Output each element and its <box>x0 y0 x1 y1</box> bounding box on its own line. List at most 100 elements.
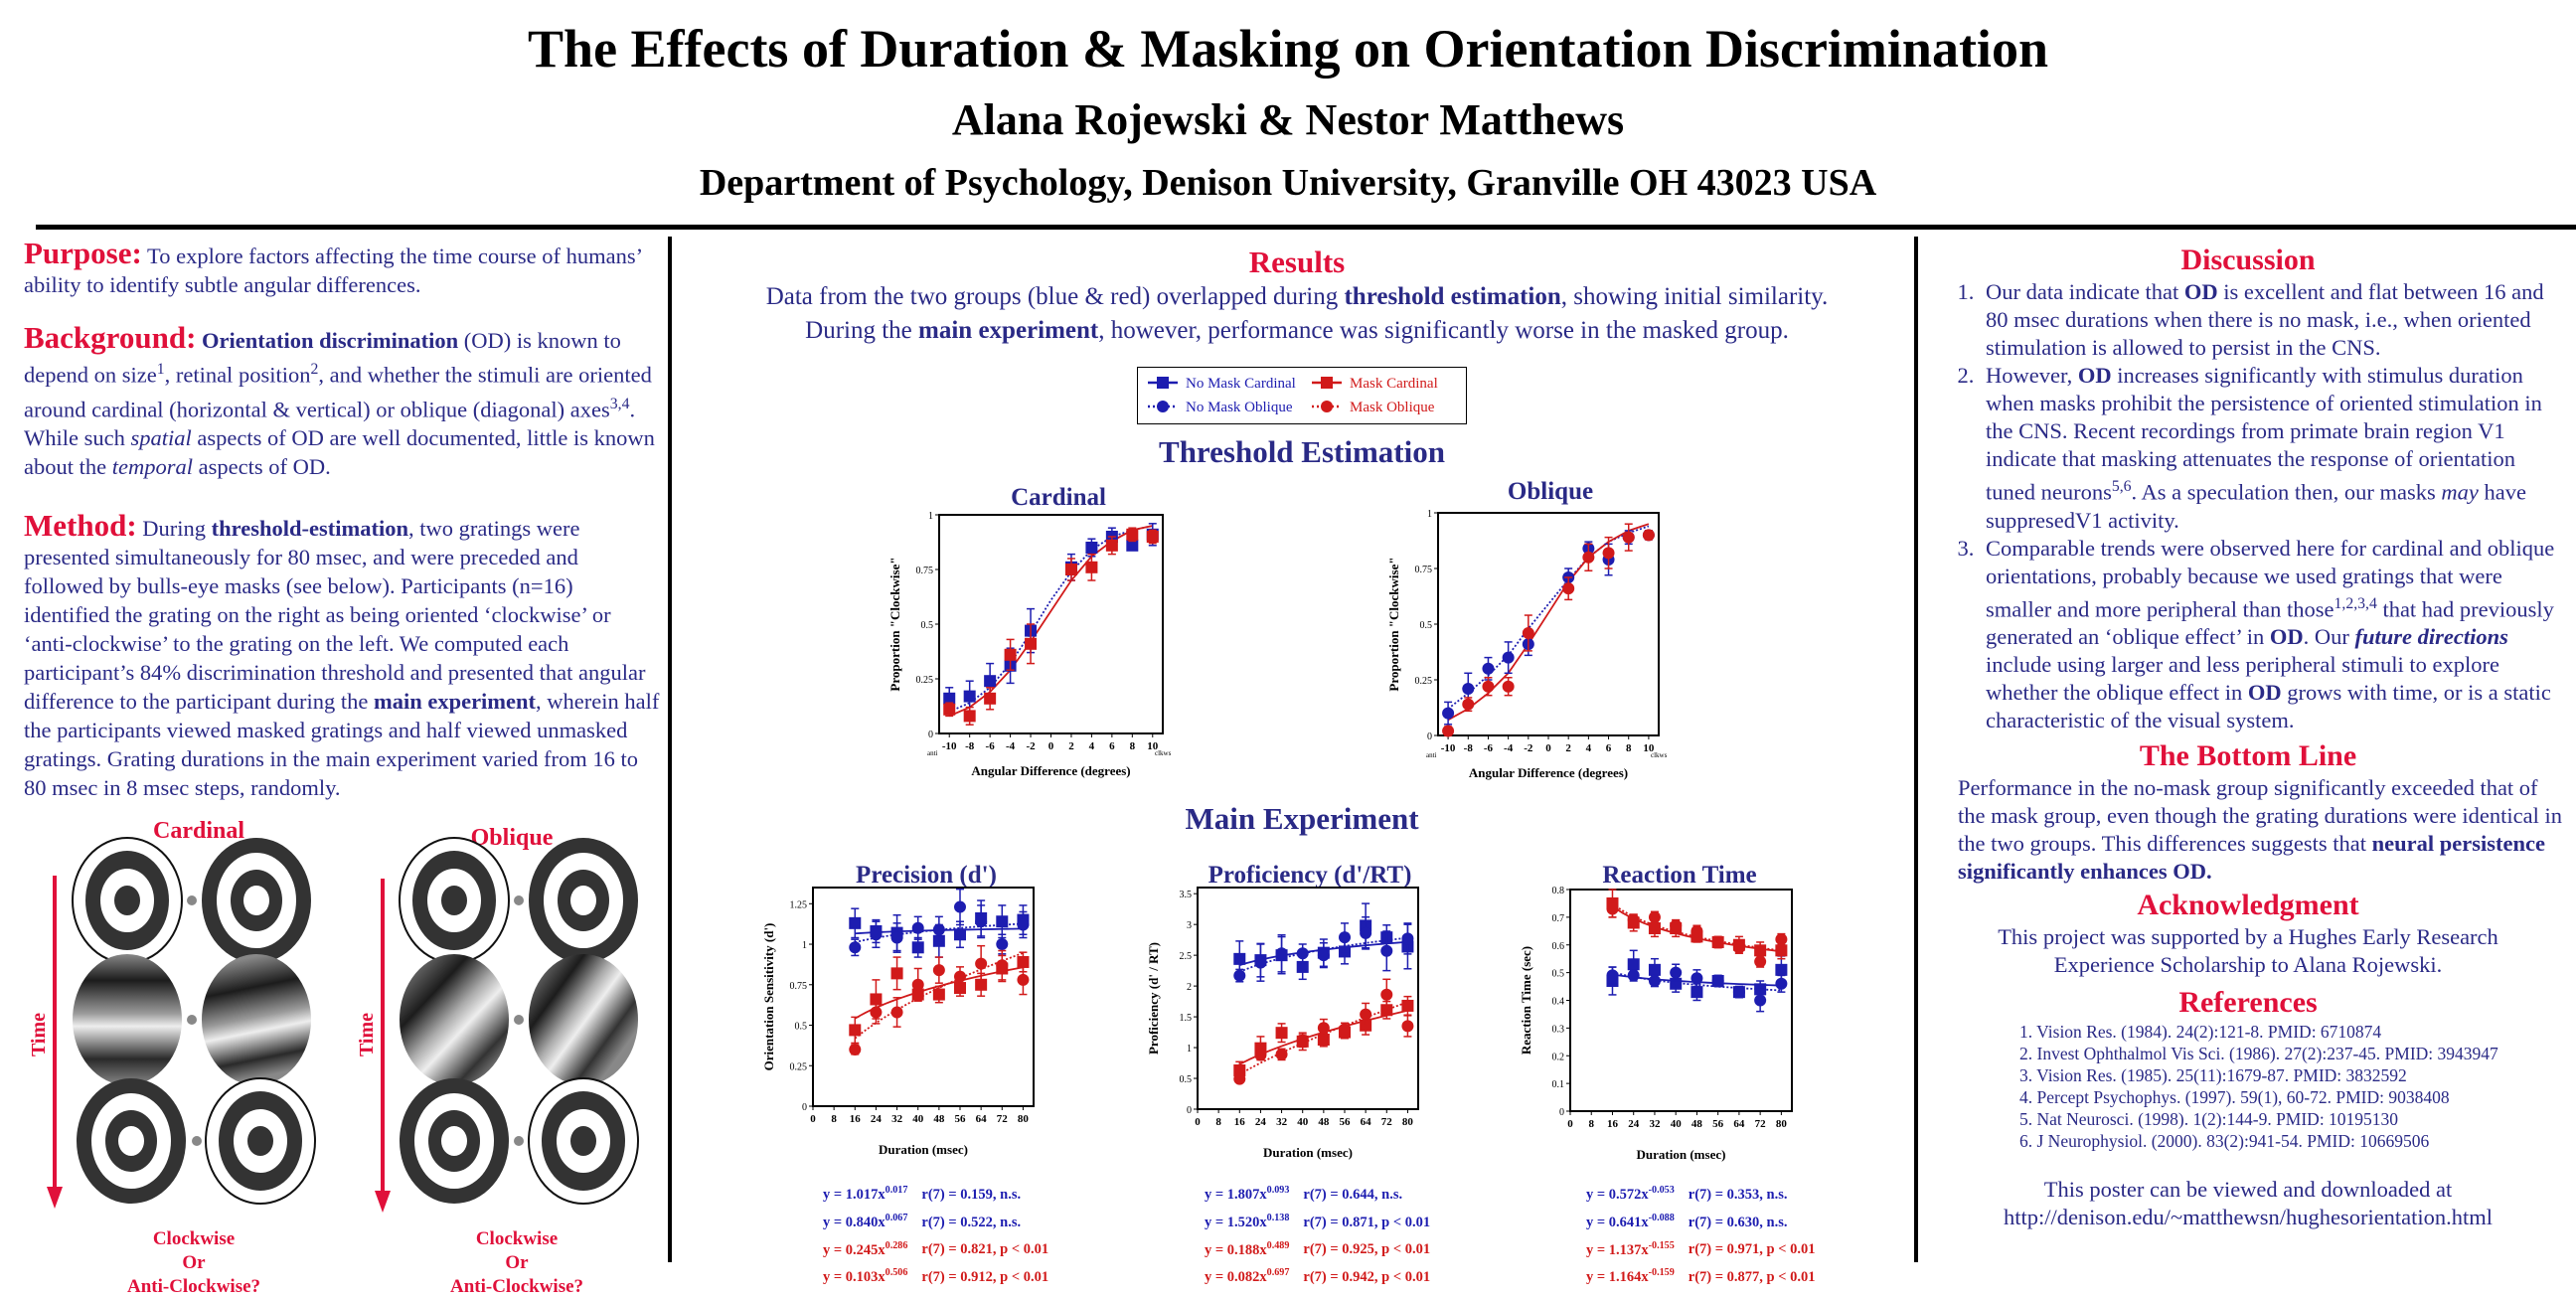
discussion-text: is excellent and flat between 16 and 80 … <box>1986 279 2544 360</box>
data-point-circle <box>1582 551 1595 564</box>
equations-proficiency: y = 1.807x0.093 r(7) = 0.644, n.s. y = 1.5… <box>1205 1179 1430 1289</box>
discussion-text: . As a speculation then, our masks <box>2131 479 2442 505</box>
data-point-square <box>1064 561 1077 573</box>
legend-circle-marker <box>1321 401 1333 412</box>
x-end-label: clkws <box>1651 751 1668 759</box>
chart-oblique: Oblique 0 0.25 0.5 0.75 1 -10 -8 -6 -4 -2 0 2 4 6 8 10 an… <box>1386 478 1668 780</box>
data-point-circle <box>1401 1020 1414 1033</box>
x-tick-label: -6 <box>1484 742 1494 754</box>
chart-title: Cardinal <box>1011 484 1106 511</box>
fit-curve <box>855 927 1024 935</box>
y-tick-label: 0.2 <box>1552 1052 1565 1062</box>
data-point-square <box>1025 624 1038 637</box>
data-point-square <box>1254 954 1267 967</box>
question-line: Clockwise <box>152 1228 236 1249</box>
fit-curve <box>854 952 1024 1040</box>
equation-exponent: -0.155 <box>1648 1239 1675 1251</box>
y-tick-label: 0.7 <box>1552 913 1565 924</box>
equation-exponent: 0.093 <box>1266 1185 1290 1196</box>
data-point-square <box>1648 963 1661 976</box>
legend-label: Mask Cardinal <box>1350 376 1438 392</box>
fit-equation: y = 0.188x0.489 r(7) = 0.925, p < 0.01 <box>1205 1234 1430 1262</box>
gabor-grating <box>529 954 638 1085</box>
equation-base: y = 0.103x <box>823 1269 886 1286</box>
data-point-square <box>954 982 966 995</box>
download-link[interactable]: http://denison.edu/~matthewsn/hughesorie… <box>2003 1205 2494 1229</box>
legend-graphic: No Mask Cardinal Mask Cardinal No Mask Obl… <box>1148 376 1438 415</box>
discussion-item: However, OD increases significantly with… <box>1980 362 2564 535</box>
citation-sup: 2 <box>310 361 319 378</box>
data-point-circle <box>1754 955 1767 968</box>
fit-curve <box>1611 902 1782 952</box>
x-tick-label: 16 <box>1234 1116 1246 1128</box>
method-term: main experiment <box>373 689 537 714</box>
series-mask-cardinal <box>943 527 1159 726</box>
background-text: , and whether the stimuli are oriented a… <box>24 362 652 422</box>
intro-text: , however, performance was significantly… <box>1098 317 1789 344</box>
background-emphasis: temporal <box>111 454 193 479</box>
data-point-square <box>1233 1063 1246 1076</box>
y-tick-label: 0 <box>802 1102 807 1113</box>
intro-text: , showing initial similarity. <box>1560 283 1829 310</box>
data-point-square <box>1648 922 1661 935</box>
equation-exponent: 0.697 <box>1266 1267 1290 1279</box>
fit-equation: y = 1.520x0.138 r(7) = 0.871, p < 0.01 <box>1205 1207 1430 1234</box>
data-point-circle <box>1627 969 1640 982</box>
equation-correlation: r(7) = 0.522, n.s. <box>921 1214 1022 1230</box>
bullseye-mask <box>205 1077 316 1205</box>
gabor-grating <box>73 954 182 1085</box>
x-end-label: anti <box>1426 751 1437 759</box>
fit-curve <box>1612 973 1782 987</box>
data-point-circle <box>870 1006 883 1019</box>
equation-correlation: r(7) = 0.942, p < 0.01 <box>1303 1269 1431 1286</box>
equation-base: y = 0.245x <box>823 1241 886 1258</box>
fit-curve <box>1239 940 1408 967</box>
x-tick-label: -8 <box>965 740 975 752</box>
x-tick-label: 48 <box>933 1113 945 1125</box>
time-label: Time <box>356 1013 378 1056</box>
equation-exponent: 0.286 <box>885 1239 908 1251</box>
data-point-circle <box>1502 680 1515 693</box>
data-point-square <box>1380 931 1393 944</box>
poster-authors: Alana Rojewski & Nestor Matthews <box>951 95 1625 144</box>
x-end-label: clkws <box>1155 749 1172 757</box>
y-tick-label: 0.4 <box>1552 997 1565 1008</box>
x-tick-label: 56 <box>955 1113 967 1125</box>
series-mask-cardinal <box>849 951 1030 1045</box>
threshold-heading: Threshold Estimation <box>1159 434 1445 469</box>
y-tick-label: 3.5 <box>1180 890 1193 900</box>
background-text: aspects of OD are well documented, littl… <box>24 425 655 479</box>
chart-title: Reaction Time <box>1602 862 1756 889</box>
x-tick-label: 2 <box>1068 740 1074 752</box>
data-point-circle <box>1754 994 1767 1007</box>
discussion-text: . Our <box>2303 624 2355 649</box>
data-point-circle <box>1482 680 1495 693</box>
data-point-square <box>1004 659 1017 672</box>
x-tick-label: 72 <box>1381 1116 1393 1128</box>
y-tick-label: 1.5 <box>1180 1013 1193 1024</box>
data-point-square <box>1339 1026 1351 1039</box>
discussion-text: have suppresedV1 activity. <box>1986 479 2526 533</box>
data-point-square <box>1017 913 1030 926</box>
data-point-square <box>1754 944 1767 957</box>
equation-exponent: -0.159 <box>1648 1267 1675 1279</box>
y-tick-label: 0.5 <box>795 1022 808 1033</box>
legend-item: Mask Cardinal <box>1312 376 1438 392</box>
data-point-circle <box>911 921 924 934</box>
series-no-mask-cardinal <box>943 523 1159 713</box>
data-point-square <box>1711 935 1724 948</box>
data-point-square <box>1254 1042 1267 1055</box>
data-point-circle <box>975 957 988 970</box>
x-tick-label: 56 <box>1712 1118 1724 1130</box>
x-tick-label: 32 <box>1276 1116 1288 1128</box>
bullseye-mask <box>528 1077 639 1205</box>
bullseye-mask <box>400 1078 509 1204</box>
data-point-square <box>1775 944 1788 957</box>
x-axis-label: Angular Difference (degrees) <box>971 763 1130 778</box>
question-line: Or <box>505 1252 529 1273</box>
equation-base: y = 1.137x <box>1586 1241 1649 1258</box>
data-point-circle <box>1711 974 1724 987</box>
data-point-circle <box>1648 910 1661 923</box>
x-tick-label: 24 <box>1628 1118 1640 1130</box>
data-point-circle <box>1711 935 1724 948</box>
